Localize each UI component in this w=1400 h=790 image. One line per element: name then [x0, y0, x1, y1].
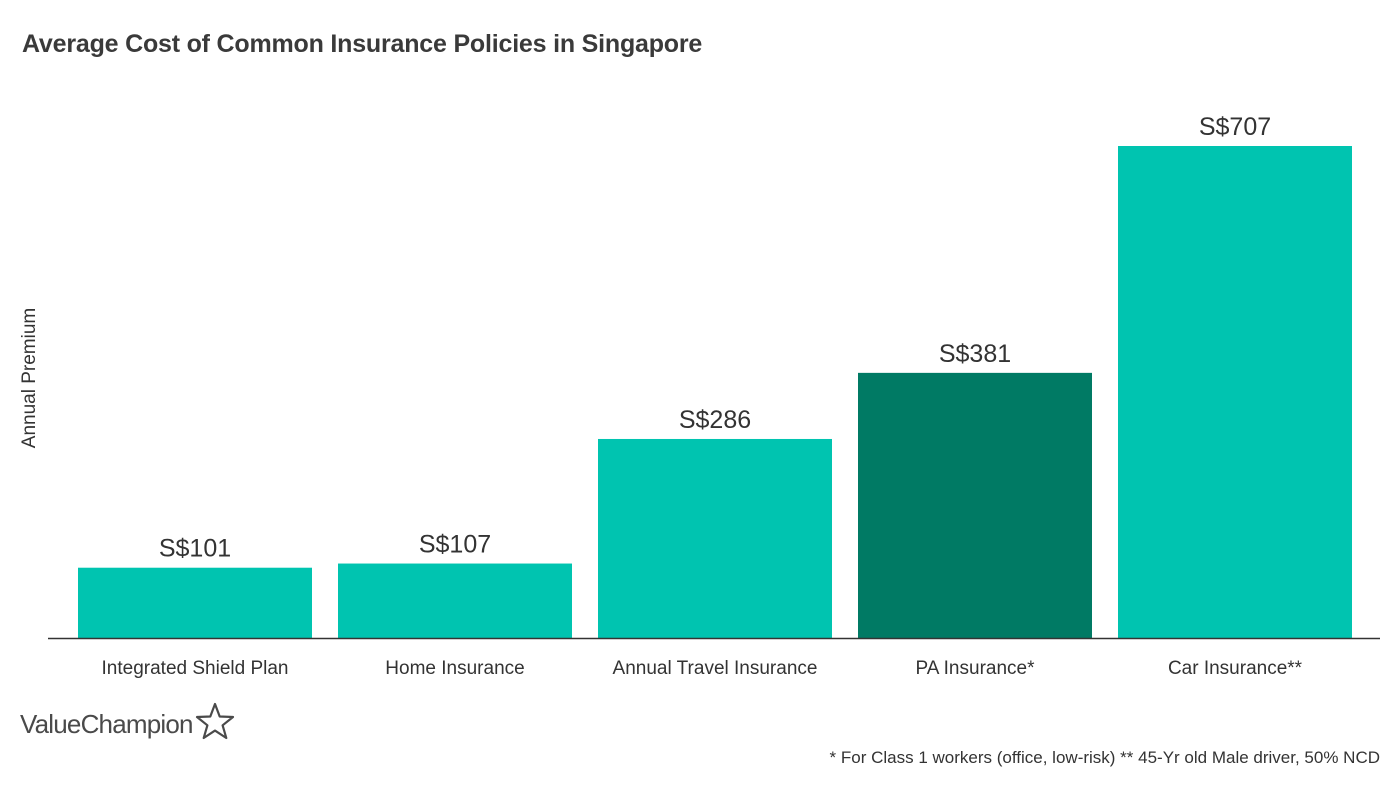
bar-value-label: S$286	[679, 406, 751, 434]
category-label: Car Insurance**	[1168, 658, 1303, 679]
bar-value-label: S$101	[159, 535, 231, 563]
bar-1	[338, 563, 572, 638]
category-label: Annual Travel Insurance	[613, 658, 818, 679]
bar-value-label: S$107	[419, 531, 491, 559]
brand-logo: ValueChampion	[20, 702, 235, 740]
bar-value-label: S$707	[1199, 113, 1271, 141]
bar-2	[598, 438, 832, 638]
logo-text: ValueChampion	[20, 708, 193, 739]
footnote: * For Class 1 workers (office, low-risk)…	[829, 748, 1380, 767]
bar-3	[858, 372, 1092, 638]
bar-value-label: S$381	[939, 340, 1011, 368]
chart-title: Average Cost of Common Insurance Policie…	[22, 30, 703, 58]
category-label: Home Insurance	[385, 658, 524, 679]
category-label: PA Insurance*	[915, 658, 1035, 679]
bar-chart: S$101 Integrated Shield Plan S$107 Home Ins…	[48, 113, 1380, 679]
bar-0	[78, 567, 312, 638]
bar-4	[1118, 146, 1352, 638]
star-icon	[195, 702, 234, 740]
category-label: Integrated Shield Plan	[102, 658, 289, 679]
